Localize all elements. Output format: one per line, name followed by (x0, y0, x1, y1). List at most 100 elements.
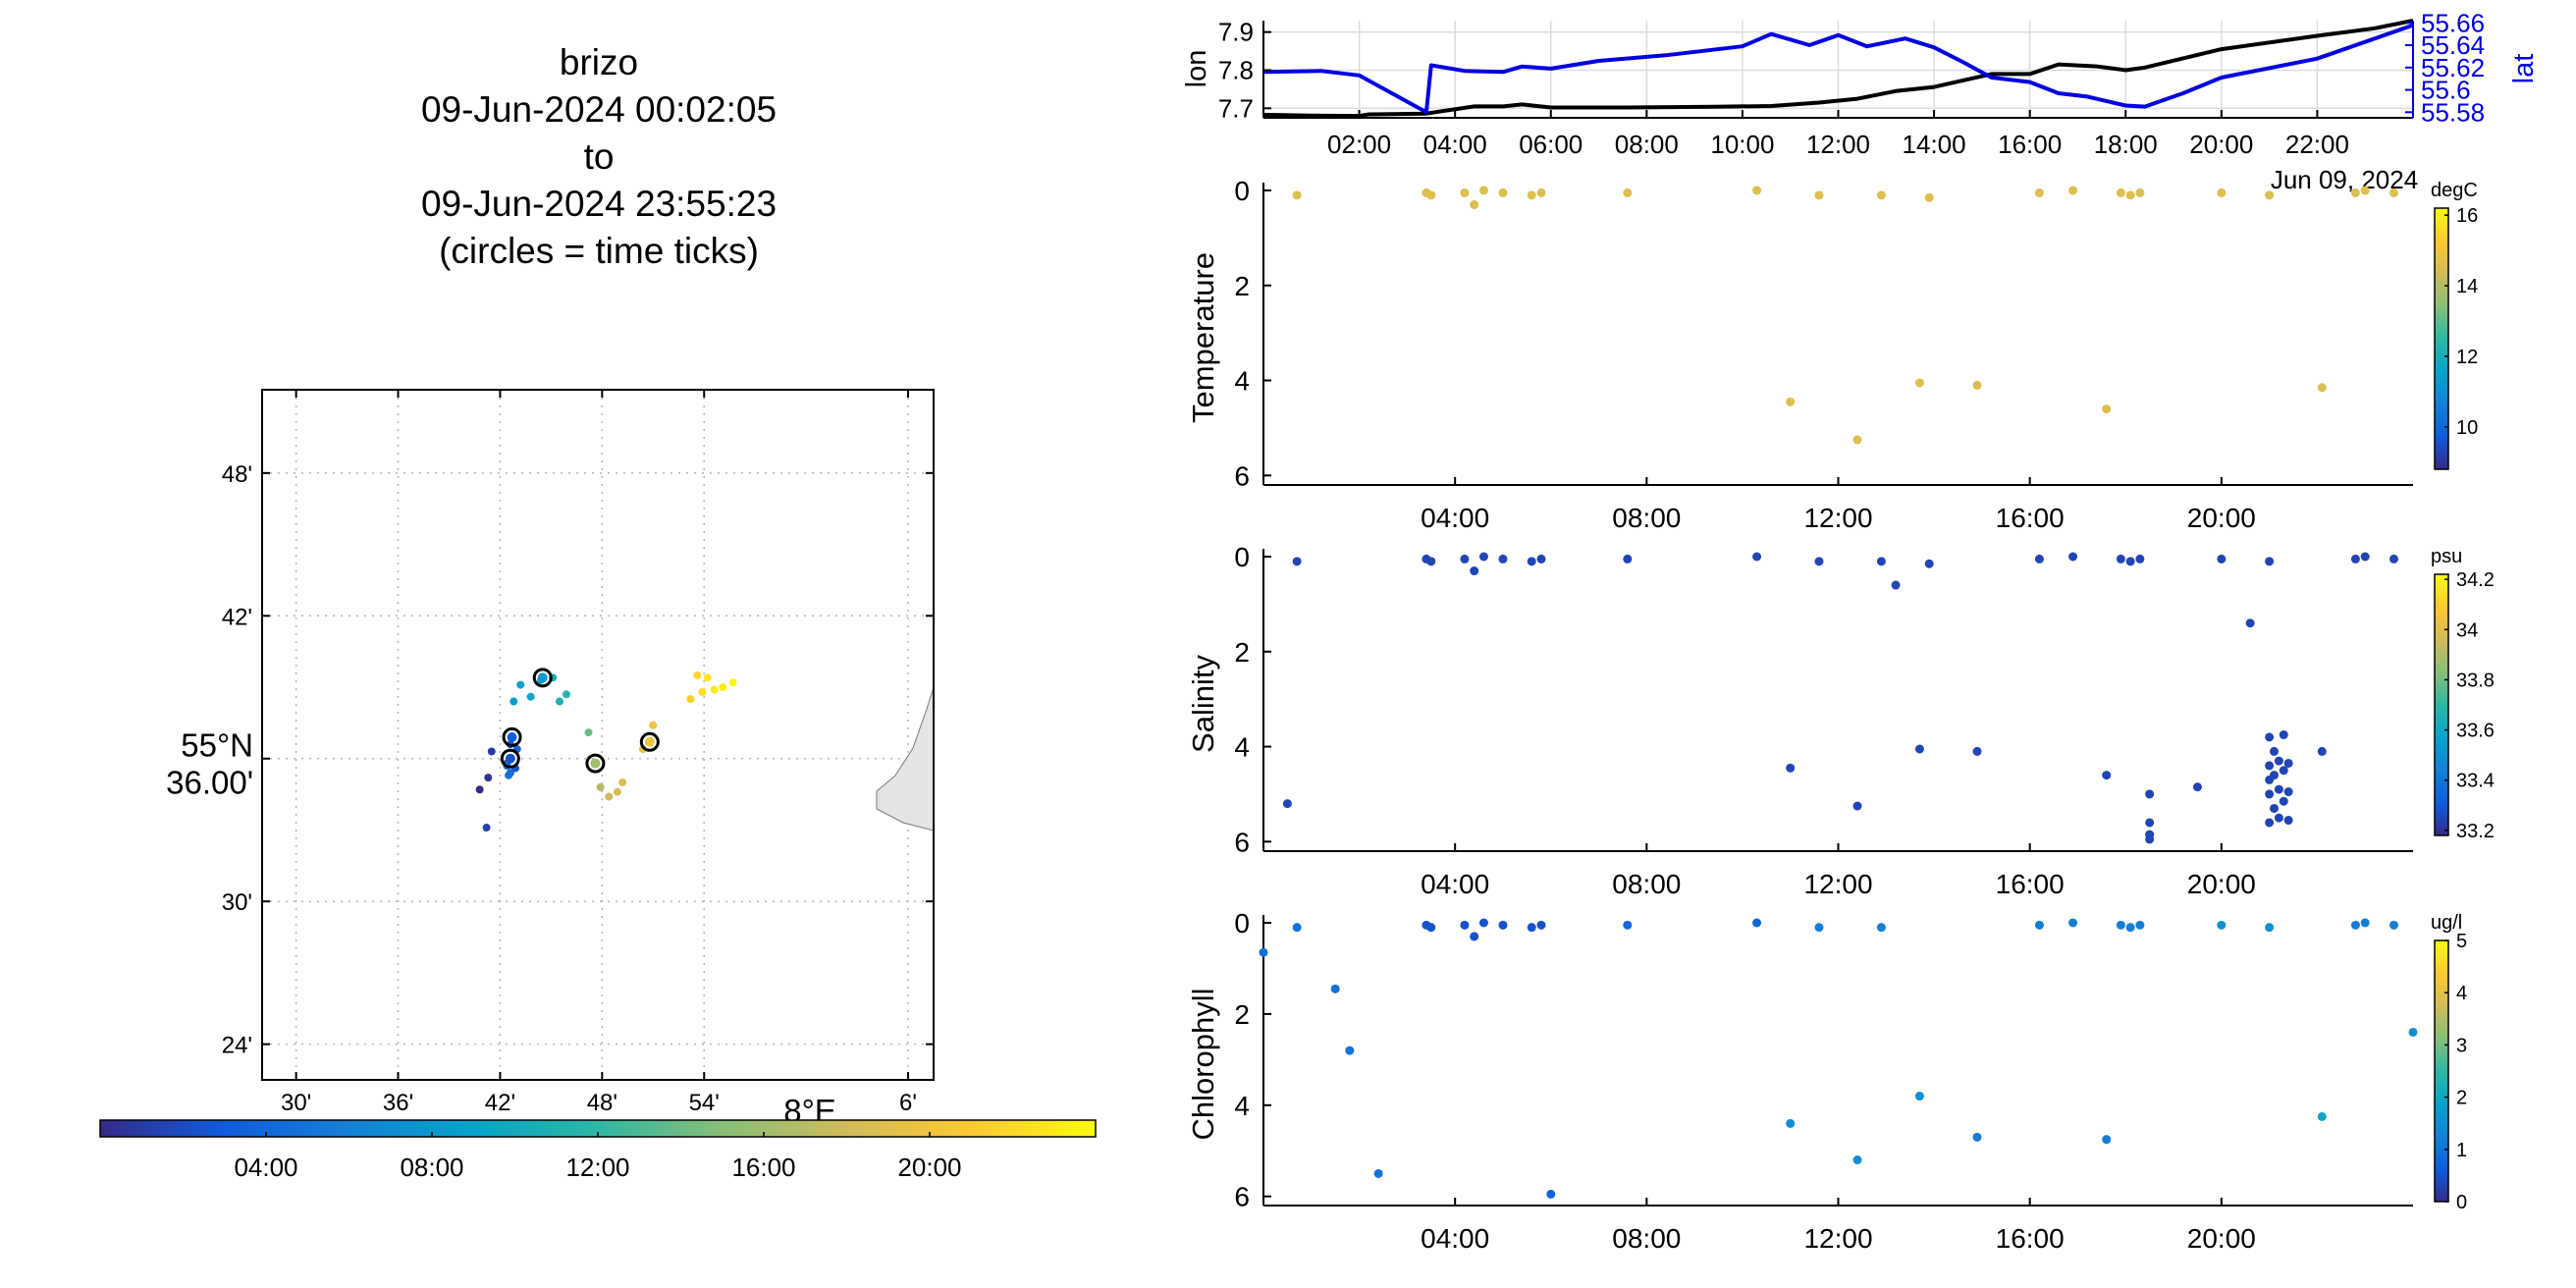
salinity-data-point (1972, 746, 1982, 756)
salinity-panel: 0 2 4 6 04:00 08:00 12:00 16:00 20:00 Salinity 33.… (1186, 542, 2495, 899)
chlorophyll-data-point (2125, 923, 2135, 933)
salinity-data-point (2388, 554, 2398, 564)
track-x-tick-label: 22:00 (2285, 130, 2349, 159)
salinity-data-point (2034, 554, 2044, 564)
salinity-data-point (2265, 557, 2275, 566)
map-x-tick-label: 48' (587, 1090, 617, 1116)
salinity-data-point (1282, 799, 1292, 809)
temperature-data-point (1786, 397, 1796, 406)
salinity-data-point (2360, 552, 2370, 562)
salinity-colorbar (2434, 573, 2449, 836)
map-colorbar-tick-label: 04:00 (234, 1153, 297, 1182)
chlorophyll-data-point (1373, 1168, 1383, 1178)
temperature-data-point (2350, 188, 2360, 197)
temperature-y-tick-label: 0 (1234, 176, 1250, 206)
chlorophyll-y-tick-label: 4 (1234, 1091, 1250, 1121)
map-y-tick-label: 24' (222, 1033, 252, 1059)
salinity-data-point (2283, 758, 2293, 768)
map-track-point (719, 683, 727, 692)
chlorophyll-data-point (2317, 1111, 2327, 1121)
lon-tick-label: 7.7 (1218, 93, 1254, 123)
salinity-x-tick-label: 08:00 (1612, 869, 1681, 899)
title-line-end: 09-Jun-2024 23:55:23 (420, 184, 778, 224)
track-x-tick-label: 16:00 (1998, 130, 2062, 159)
map-x-tick-label: 6' (899, 1090, 917, 1116)
temperature-data-point (1914, 378, 1924, 388)
track-x-tick-label: 10:00 (1710, 130, 1774, 159)
temperature-data-point (1623, 188, 1633, 197)
temperature-data-point (1460, 188, 1470, 197)
title-line-start: 09-Jun-2024 00:02:05 (420, 89, 778, 130)
map-panel: 30' 36' 42' 48' 54' 6'24'30'42'48'55°N36.00'8… (99, 389, 1097, 1182)
map-x-tick-label: 54' (689, 1090, 720, 1116)
map-track-point (516, 680, 525, 689)
map-track-point (584, 728, 593, 737)
chlorophyll-colorbar-unit: ug/l (2431, 912, 2462, 934)
title-line-platform: brizo (559, 42, 639, 82)
chlorophyll-colorbar-tick-label: 5 (2456, 931, 2467, 952)
temperature-data-point (2217, 188, 2227, 197)
chlorophyll-data-point (1259, 947, 1268, 957)
track-x-tick-label: 08:00 (1615, 130, 1679, 159)
chlorophyll-data-point (2265, 923, 2275, 933)
salinity-data-point (1426, 557, 1436, 566)
temperature-x-tick-label: 16:00 (1996, 503, 2065, 533)
map-x-tick-label: 30' (281, 1090, 311, 1116)
salinity-colorbar-unit: psu (2431, 546, 2462, 567)
temperature-data-point (2125, 190, 2135, 200)
chlorophyll-data-point (1752, 918, 1762, 928)
chlorophyll-data-point (1876, 923, 1886, 933)
map-land (876, 686, 935, 832)
chlorophyll-colorbar-tick-label: 2 (2456, 1088, 2467, 1109)
salinity-data-point (2265, 789, 2275, 799)
chlorophyll-x-tick-label: 16:00 (1996, 1223, 2065, 1254)
temperature-data-point (1924, 192, 1934, 202)
salinity-y-axis-label: Salinity (1186, 655, 1220, 753)
temperature-colorbar-tick-label: 16 (2456, 205, 2478, 227)
chlorophyll-colorbar-tick-label: 1 (2456, 1140, 2467, 1161)
salinity-data-point (1786, 763, 1796, 773)
salinity-data-point (2217, 554, 2227, 564)
lat-tick-label: 55.58 (2421, 97, 2485, 127)
temperature-data-point (2068, 186, 2078, 195)
map-track-point (703, 673, 712, 682)
map-time-tick-fill (644, 736, 655, 747)
salinity-data-point (2274, 813, 2283, 823)
chlorophyll-y-axis-label: Chlorophyll (1186, 988, 1220, 1140)
chlorophyll-colorbar-tick-label: 3 (2456, 1035, 2467, 1056)
map-track-point (693, 671, 702, 679)
chlorophyll-data-point (2135, 920, 2145, 930)
map-y-tick-label: 30' (222, 889, 252, 916)
map-track-point (728, 678, 737, 687)
salinity-colorbar-tick-label: 33.8 (2456, 670, 2495, 691)
map-track-point (505, 771, 513, 779)
lon-line (1262, 19, 2414, 119)
temperature-data-point (2265, 190, 2275, 200)
temperature-y-tick-label: 4 (1234, 366, 1250, 397)
salinity-data-point (2283, 816, 2293, 826)
salinity-data-point (2279, 729, 2288, 739)
lat-axis-label: lat (2508, 54, 2540, 84)
title-line-to: to (583, 136, 615, 177)
salinity-y-tick-label: 4 (1234, 732, 1250, 763)
chlorophyll-colorbar-tick-label: 0 (2456, 1192, 2467, 1213)
track-x-tick-label: 06:00 (1519, 130, 1583, 159)
salinity-data-point (2270, 803, 2280, 813)
salinity-y-tick-label: 2 (1234, 637, 1250, 668)
map-track-point (487, 747, 496, 756)
salinity-y-tick-label: 0 (1234, 542, 1250, 572)
temperature-data-point (1876, 190, 1886, 200)
map-time-tick-circle (500, 748, 520, 769)
salinity-data-point (1623, 554, 1633, 564)
chlorophyll-data-point (1345, 1046, 1355, 1055)
temperature-colorbar (2434, 207, 2449, 470)
temperature-colorbar-tick-label: 12 (2456, 347, 2478, 368)
salinity-data-point (2125, 557, 2135, 566)
temperature-data-point (1292, 190, 1302, 200)
lat-tick-label: 55.6 (2421, 76, 2471, 105)
salinity-data-point (1752, 552, 1762, 562)
chlorophyll-colorbar-tick-label: 4 (2456, 983, 2467, 1004)
temperature-data-point (1852, 435, 1862, 445)
chlorophyll-data-point (1852, 1155, 1862, 1165)
map-colorbar-tick-label: 16:00 (731, 1153, 795, 1182)
